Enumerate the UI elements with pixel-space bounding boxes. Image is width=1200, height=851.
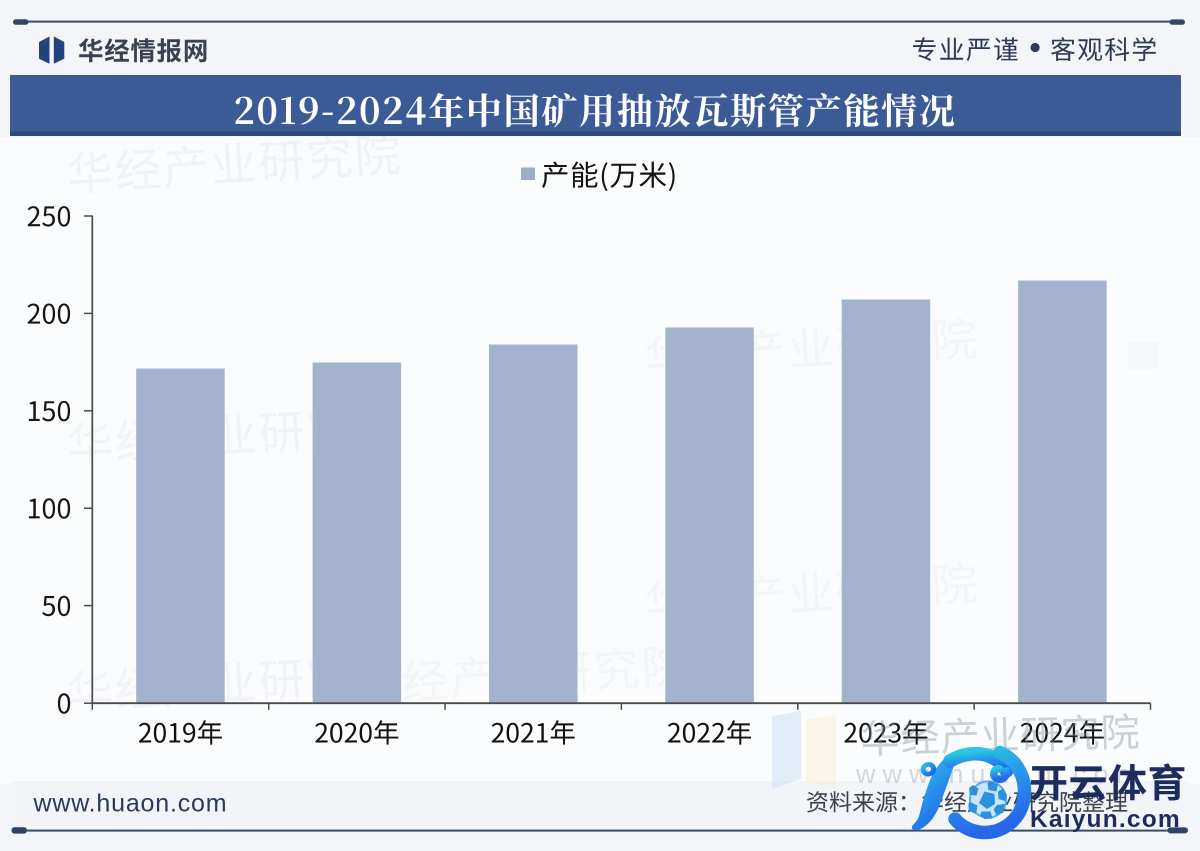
- svg-text:www.huaon.com: www.huaon.com: [33, 790, 228, 818]
- svg-text:Kaiyun.com: Kaiyun.com: [1030, 806, 1181, 833]
